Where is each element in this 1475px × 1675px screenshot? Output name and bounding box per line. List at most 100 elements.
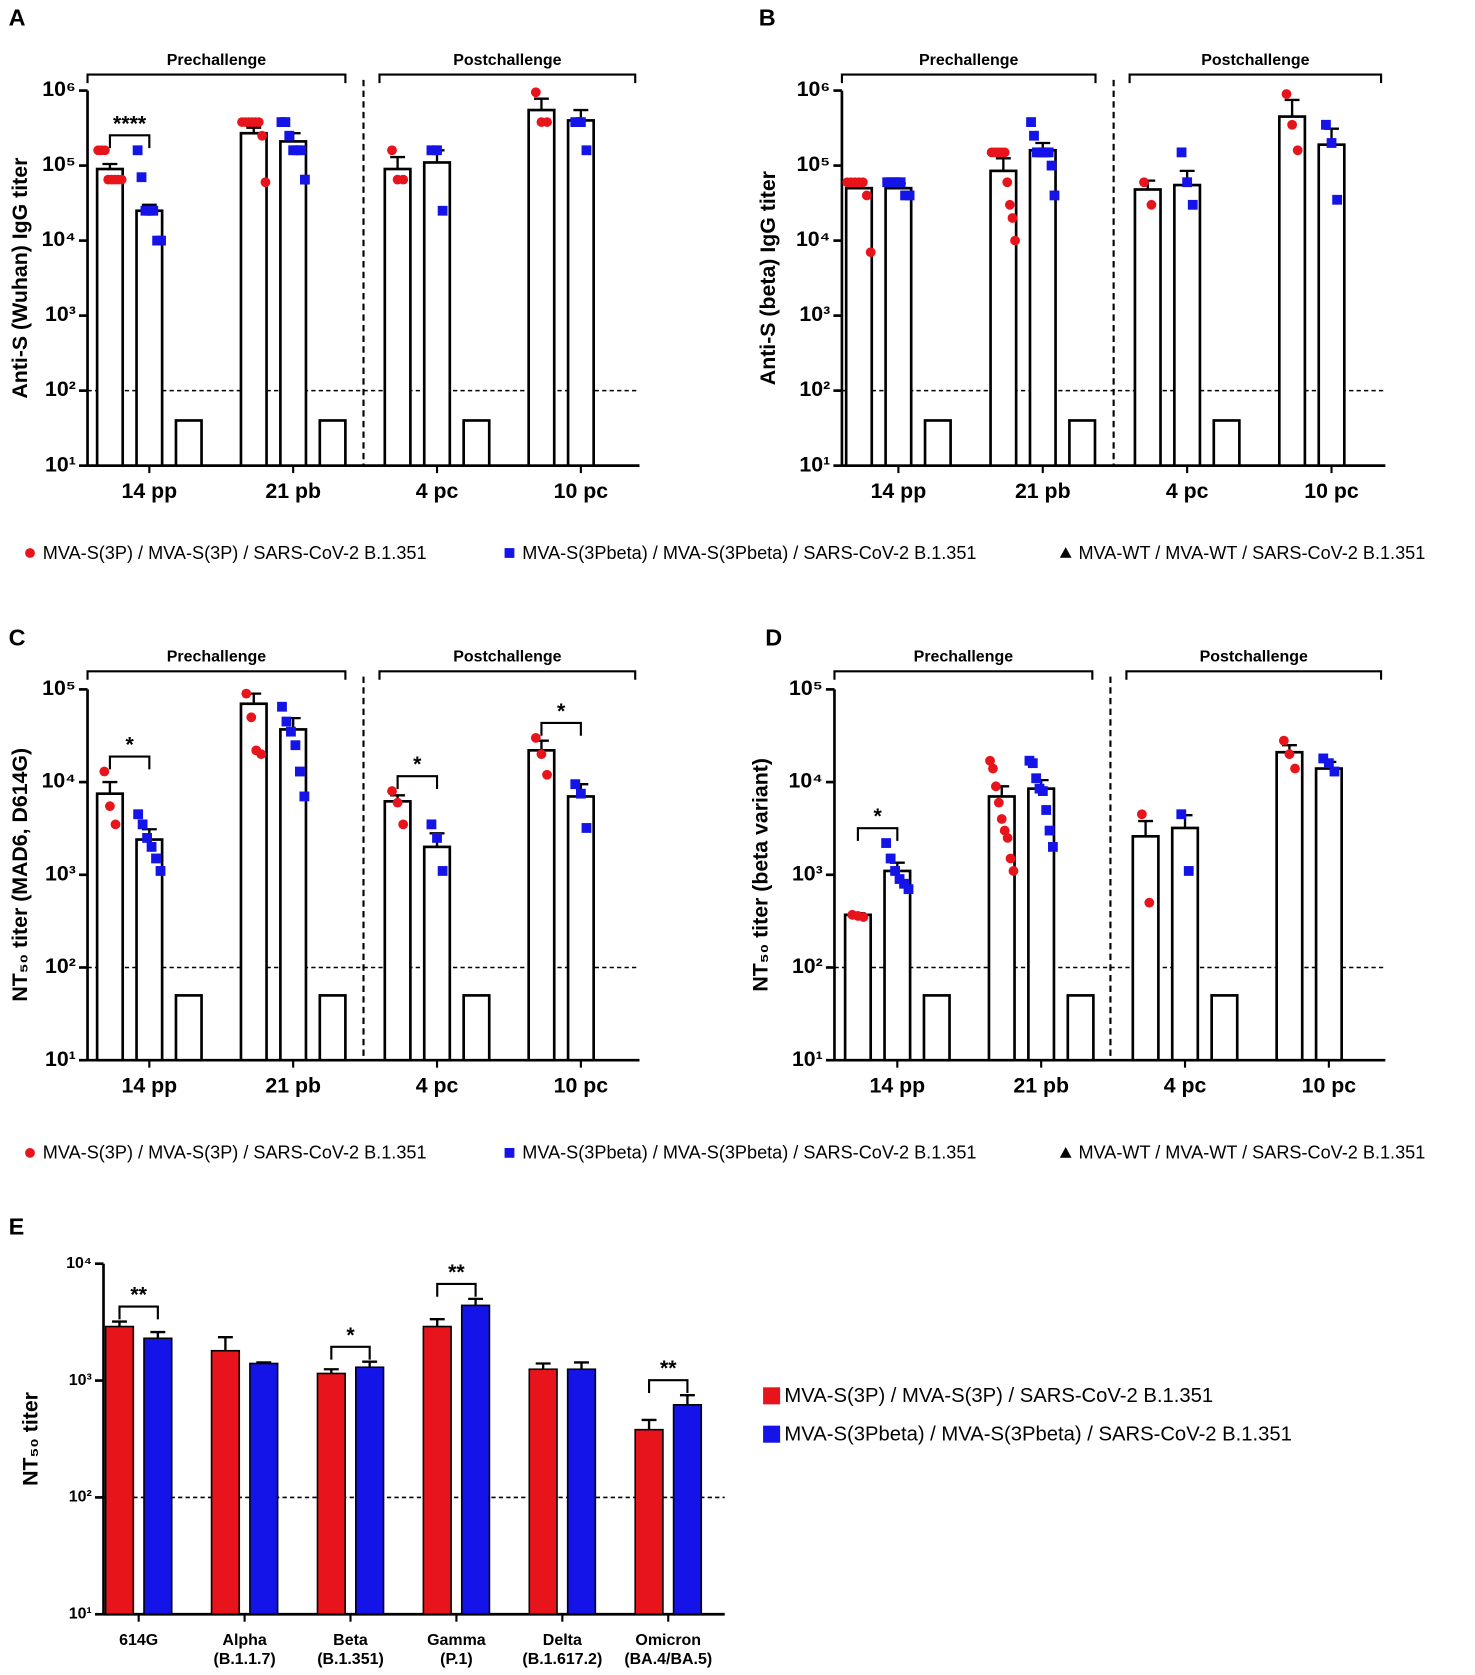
significance-bracket — [436, 1282, 477, 1297]
legend-marker — [25, 548, 35, 558]
y-tick-label: 10² — [69, 1489, 92, 1506]
bar — [422, 845, 452, 1062]
bar — [1131, 834, 1160, 1062]
bar — [1133, 188, 1162, 467]
data-point — [284, 130, 295, 141]
significance-label: * — [873, 804, 882, 828]
data-point — [1027, 758, 1038, 769]
data-point — [1278, 735, 1289, 746]
legend-marker — [763, 1387, 781, 1405]
bar — [1317, 143, 1346, 467]
data-point — [142, 833, 152, 843]
bar — [528, 1368, 558, 1616]
y-tick-label: 10⁶ — [797, 77, 831, 101]
data-point — [903, 884, 914, 895]
data-point — [1318, 753, 1329, 764]
significance-bracket — [118, 1305, 159, 1320]
period-label: Prechallenge — [914, 649, 1014, 666]
error-bar — [246, 126, 262, 134]
y-tick-label: 10⁴ — [789, 769, 823, 793]
x-tick-label: 10 pc — [554, 479, 609, 503]
data-point — [570, 779, 581, 790]
data-point — [426, 819, 437, 830]
data-point — [156, 235, 166, 246]
x-tick-line: (B.1.617.2) — [522, 1651, 602, 1668]
data-point — [581, 823, 592, 833]
data-point — [1004, 199, 1015, 210]
significance-bracket — [540, 721, 582, 736]
x-tick-label: Alpha (B.1.1.7) — [214, 1632, 276, 1668]
y-tick-label: 10⁵ — [42, 676, 76, 700]
bar — [1173, 183, 1202, 467]
data-point — [530, 87, 541, 98]
panel-letter: A — [9, 4, 26, 30]
bar — [884, 186, 913, 467]
legend-marker — [25, 1147, 35, 1158]
data-point — [1146, 199, 1157, 210]
data-point — [999, 147, 1010, 158]
x-tick-label: Delta (B.1.617.2) — [522, 1632, 602, 1668]
period-bracket — [378, 670, 637, 680]
bar — [1066, 994, 1095, 1062]
data-point — [296, 145, 306, 156]
bar — [843, 913, 873, 1062]
data-point — [1287, 119, 1298, 130]
data-point — [1049, 190, 1060, 201]
legend-marker — [1059, 1147, 1072, 1158]
error-bar — [535, 1362, 551, 1370]
legend-label: MVA-S(3P) / MVA-S(3P) / SARS-CoV-2 B.1.3… — [784, 1385, 1213, 1407]
x-tick-label: Omicron (BA.4/BA.5) — [624, 1632, 712, 1668]
x-tick-line: Omicron — [635, 1632, 701, 1649]
data-point — [1187, 199, 1198, 210]
x-tick-label: 14 pp — [871, 479, 927, 503]
x-tick-label: 4 pc — [416, 479, 459, 503]
bar — [460, 1304, 491, 1616]
legend-marker — [1059, 547, 1072, 558]
data-point — [432, 833, 442, 843]
data-point — [885, 853, 896, 864]
data-point — [890, 866, 900, 876]
data-point — [1176, 147, 1187, 158]
bar — [844, 186, 874, 467]
y-axis-label: Anti-S (Wuhan) IgG titer — [8, 158, 32, 399]
error-bar — [533, 97, 549, 111]
bar — [104, 1325, 135, 1616]
y-tick-label: 10³ — [45, 302, 76, 326]
x-tick-line: Gamma — [427, 1632, 486, 1649]
bar — [239, 702, 268, 1062]
panel-letter: E — [9, 1214, 25, 1240]
bar — [462, 994, 491, 1062]
significance-bracket — [108, 134, 151, 149]
y-axis-label: Anti-S (beta) IgG titer — [756, 171, 780, 385]
data-point — [1182, 177, 1193, 188]
bar — [422, 1325, 452, 1616]
significance-label: * — [557, 699, 566, 723]
panel-letter: D — [765, 625, 782, 651]
data-point — [895, 177, 906, 188]
data-point — [1007, 213, 1018, 223]
data-point — [133, 809, 144, 820]
error-bar — [217, 1336, 233, 1351]
bar — [318, 994, 347, 1062]
data-point — [1323, 758, 1334, 769]
significance-bracket — [396, 775, 439, 789]
period-bracket — [1128, 73, 1383, 84]
y-tick-label: 10³ — [799, 302, 830, 326]
data-point — [1183, 866, 1194, 876]
data-point — [581, 145, 592, 156]
y-tick-label: 10³ — [69, 1372, 92, 1389]
significance-bracket — [108, 755, 151, 770]
significance-label: * — [346, 1323, 355, 1347]
error-bar — [995, 157, 1011, 171]
y-tick-label: 10³ — [45, 861, 76, 885]
x-tick-label: Gamma (P.1) — [427, 1632, 486, 1668]
data-point — [993, 797, 1004, 808]
significance-label: ** — [130, 1283, 147, 1307]
data-point — [575, 117, 586, 127]
bar — [634, 1428, 664, 1616]
period-bracket — [86, 73, 347, 84]
error-bar — [102, 162, 118, 170]
bar — [527, 108, 556, 467]
data-point — [1284, 749, 1295, 760]
y-tick-label: 10¹ — [799, 452, 830, 476]
